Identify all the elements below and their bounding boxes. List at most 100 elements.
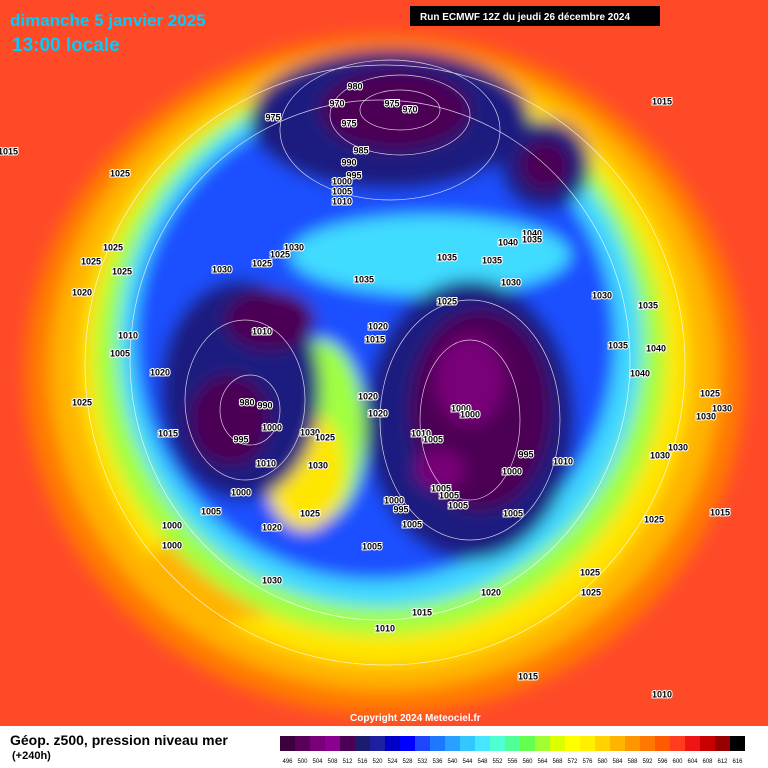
colorbar-swatch: [670, 736, 685, 751]
isobar-label: 1030: [668, 442, 688, 452]
isobar-label: 1010: [411, 428, 431, 438]
colorbar-swatch: [715, 736, 730, 751]
colorbar-label: 552: [492, 759, 503, 765]
isobar-label: 1000: [162, 520, 182, 530]
isobar-label: 1000: [162, 540, 182, 550]
colorbar-label: 516: [357, 759, 368, 765]
isobar-label: 1000: [384, 495, 404, 505]
isobar-label: 1030: [650, 450, 670, 460]
colorbar-swatch: [610, 736, 625, 751]
isobar-label: 975: [341, 118, 356, 128]
isobar-label: 1005: [431, 483, 451, 493]
isobar-label: 1010: [118, 330, 138, 340]
isobar-label: 1005: [110, 348, 130, 358]
colorbar-label: 544: [462, 759, 473, 765]
colorbar-swatch: [700, 736, 715, 751]
colorbar-swatch: [475, 736, 490, 751]
colorbar-label: 508: [327, 759, 338, 765]
colorbar-swatch: [640, 736, 655, 751]
colorbar-label: 596: [657, 759, 668, 765]
isobar-label: 1025: [580, 567, 600, 577]
isobar-label: 1005: [448, 500, 468, 510]
lead-time: (+240h): [12, 750, 51, 762]
colorbar-swatch: [625, 736, 640, 751]
colorbar-swatch: [295, 736, 310, 751]
isobar-label: 1010: [256, 458, 276, 468]
colorbar-swatch: [595, 736, 610, 751]
isobar-label: 1035: [608, 340, 628, 350]
isobar-label: 1015: [518, 671, 538, 681]
colorbar-label: 568: [552, 759, 563, 765]
isobar-label: 1005: [362, 541, 382, 551]
isobar-label: 980: [347, 81, 362, 91]
isobar-label: 970: [329, 98, 344, 108]
colorbar-swatch: [655, 736, 670, 751]
isobar-label: 1030: [712, 403, 732, 413]
isobar-label: 1040: [646, 343, 666, 353]
colorbar-label: 496: [282, 759, 293, 765]
isobar-label: 1030: [284, 242, 304, 252]
isobar-label: 1015: [0, 146, 18, 156]
isobars: [84, 59, 686, 666]
isobar-label: 1005: [332, 186, 352, 196]
isobar-label: 1005: [503, 508, 523, 518]
isobar-label: 1020: [358, 391, 378, 401]
isobar-label: 970: [402, 104, 417, 114]
copyright: Copyright 2024 Meteociel.fr: [350, 713, 481, 724]
colorbar-swatch: [535, 736, 550, 751]
colorbar-swatch: [325, 736, 340, 751]
isobar-label: 1020: [368, 408, 388, 418]
isobar-label: 980: [239, 397, 254, 407]
isobar-label: 995: [393, 504, 408, 514]
isobar-label: 1040: [630, 368, 650, 378]
colorbar-label: 616: [732, 759, 743, 765]
isobar-label: 985: [353, 145, 368, 155]
isobar-label: 1035: [522, 234, 542, 244]
colorbar-swatch: [310, 736, 325, 751]
isobar-label: 1020: [262, 522, 282, 532]
isobar-label: 1025: [72, 397, 92, 407]
isobar-label: 1025: [112, 266, 132, 276]
isobar-label: 1010: [652, 689, 672, 699]
isobar-label: 1040: [498, 237, 518, 247]
colorbar-label: 580: [597, 759, 608, 765]
colorbar-swatch: [415, 736, 430, 751]
isobar-label: 975: [265, 112, 280, 122]
isobar-label: 1025: [581, 587, 601, 597]
colorbar-swatch: [580, 736, 595, 751]
isobar-label: 1005: [201, 506, 221, 516]
isobar-label: 1010: [553, 456, 573, 466]
colorbar-label: 576: [582, 759, 593, 765]
isobar-label: 1025: [103, 242, 123, 252]
isobar-label: 1030: [262, 575, 282, 585]
isobar-label: 1000: [231, 487, 251, 497]
colorbar-label: 608: [702, 759, 713, 765]
colorbar-swatch: [340, 736, 355, 751]
isobar-label: 1020: [72, 287, 92, 297]
isobar-label: 1000: [262, 422, 282, 432]
isobar-label: 1025: [252, 258, 272, 268]
colorbar-label: 604: [687, 759, 698, 765]
isobar-label: 995: [233, 434, 248, 444]
isobar-label: 1040: [522, 228, 542, 238]
isobar-label: 1030: [212, 264, 232, 274]
isobar-label: 995: [346, 170, 361, 180]
colorbar-swatch: [280, 736, 295, 751]
isobar-label: 1020: [368, 321, 388, 331]
isobar-label: 1030: [696, 411, 716, 421]
colorbar-label: 540: [447, 759, 458, 765]
colorbar-label: 584: [612, 759, 623, 765]
run-box: [410, 6, 660, 26]
colorbar-label: 548: [477, 759, 488, 765]
isobar-label: 1015: [652, 96, 672, 106]
footer-title: Géop. z500, pression niveau mer: [10, 732, 228, 748]
colorbar-swatch: [460, 736, 475, 751]
isobar-label: 975: [384, 98, 399, 108]
isobar-label: 1025: [110, 168, 130, 178]
colorbar-label: 528: [402, 759, 413, 765]
colorbar-swatch: [445, 736, 460, 751]
isobar-label: 1020: [481, 587, 501, 597]
colorbar-swatch: [685, 736, 700, 751]
